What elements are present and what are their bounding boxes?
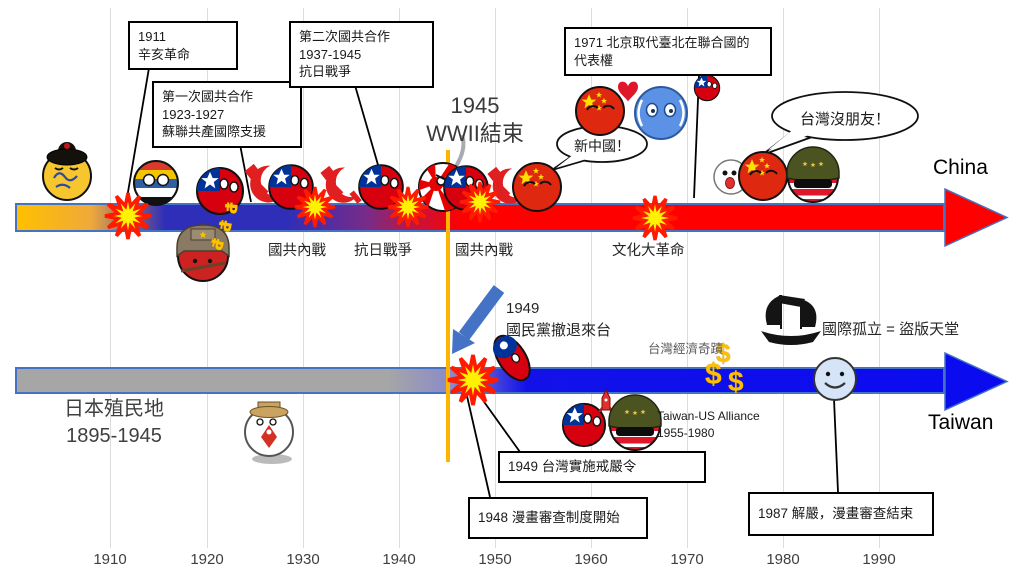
- taiwan-arrowhead: [944, 351, 1009, 412]
- callout-censorship-start-1948: 1948 漫畫審查制度開始: [468, 497, 648, 540]
- annotation-economic-miracle: 台灣經濟奇蹟: [648, 342, 724, 356]
- gridline-1960: [591, 8, 592, 548]
- axis-tick-1930: 1930: [286, 551, 320, 568]
- us-army-ball-taiwan-row: [609, 395, 661, 453]
- gridline-1910: [110, 8, 111, 548]
- speech-text-new-china: 新中國！: [574, 138, 630, 154]
- axis-tick-1950: 1950: [478, 551, 512, 568]
- annotation-japanese-colony: 日本殖民地 1895-1945: [64, 398, 164, 447]
- colonial-taiwan-ball: [244, 401, 294, 464]
- china-arrowhead: [944, 187, 1009, 248]
- gridline-1990: [879, 8, 880, 548]
- annotation-kmt-retreat: 1949 國民黨撤退來台: [506, 300, 612, 339]
- gridline-1930: [303, 8, 304, 548]
- prc-ball-un: [576, 87, 624, 135]
- annotation-us-alliance: Taiwan-US Alliance 1955-1980: [657, 409, 760, 440]
- leader-martial-law: [476, 391, 521, 453]
- callout-first-united-front: 第一次國共合作 1923-1927 蘇聯共產國際支援: [152, 81, 302, 148]
- axis-tick-1910: 1910: [93, 551, 127, 568]
- prc-ball-1971: [739, 152, 787, 200]
- retreat-arrow: [452, 285, 505, 354]
- axis-tick-1990: 1990: [862, 551, 896, 568]
- us-army-ball-china-row: [787, 147, 839, 205]
- callout-un-seat-1971: 1971 北京取代臺北在聯合國的代表權: [564, 27, 772, 77]
- label-civil-war-2: 國共內戰: [455, 243, 513, 259]
- taiwan-ball-1960: [563, 404, 605, 446]
- callout-xinhai-1911: 1911 辛亥革命: [128, 21, 238, 71]
- shocked-ball: [713, 159, 749, 195]
- un-ball: [634, 86, 688, 140]
- axis-tick-1960: 1960: [574, 551, 608, 568]
- axis-tick-1920: 1920: [190, 551, 224, 568]
- speech-text-no-friends: 台灣沒朋友！: [799, 111, 890, 128]
- hammer-sickle-icon: [320, 165, 362, 204]
- hammer-sickle-icon: [487, 166, 529, 205]
- label-taiwan: Taiwan: [928, 411, 994, 434]
- china-timeline-bar: [15, 203, 945, 232]
- marker-line-1945: [446, 150, 450, 462]
- dollar-icon: $: [716, 338, 731, 368]
- ruble-icon: ₽: [220, 201, 241, 215]
- label-china: China: [933, 156, 988, 179]
- annotation-piracy: 國際孤立 = 盜版天堂: [822, 321, 960, 338]
- gridline-1980: [783, 8, 784, 548]
- heart-icon: [618, 81, 638, 102]
- axis-tick-1970: 1970: [670, 551, 704, 568]
- label-sino-japanese-war: 抗日戰爭: [354, 243, 412, 259]
- five-color-flag-ball: [133, 160, 179, 206]
- ruble-icon: ₽: [205, 235, 228, 253]
- pirate-ship-icon: [761, 295, 821, 345]
- axis-tick-1940: 1940: [382, 551, 416, 568]
- annotation-wwii-end: 1945 WWII結束: [426, 93, 524, 146]
- qing-ball: [42, 142, 92, 201]
- hammer-sickle-icon: [244, 163, 288, 204]
- gridline-1940: [399, 8, 400, 548]
- leader-second-united: [351, 74, 388, 197]
- axis-tick-1980: 1980: [766, 551, 800, 568]
- gridline-1950: [495, 8, 496, 548]
- gridline-1970: [687, 8, 688, 548]
- label-civil-war-1: 國共內戰: [268, 243, 326, 259]
- leader-censorship-end: [833, 398, 839, 493]
- callout-censorship-end-1987: 1987 解嚴，漫畫審查結束: [748, 492, 934, 537]
- leader-un-seat: [693, 74, 700, 199]
- callout-second-united-front: 第二次國共合作 1937-1945 抗日戰爭: [289, 21, 434, 88]
- callout-martial-law-1949: 1949 台灣實施戒嚴令: [498, 451, 706, 484]
- dollar-icon: $: [705, 358, 722, 391]
- leader-censorship-start: [466, 395, 491, 498]
- soviet-ball: [176, 224, 230, 282]
- dollar-icon: $: [728, 366, 744, 397]
- label-cultural-revolution: 文化大革命: [612, 243, 685, 259]
- roc-ball-expelled: [694, 75, 719, 100]
- leader-xinhai: [126, 61, 151, 199]
- taiwan-timeline-bar: [15, 367, 945, 394]
